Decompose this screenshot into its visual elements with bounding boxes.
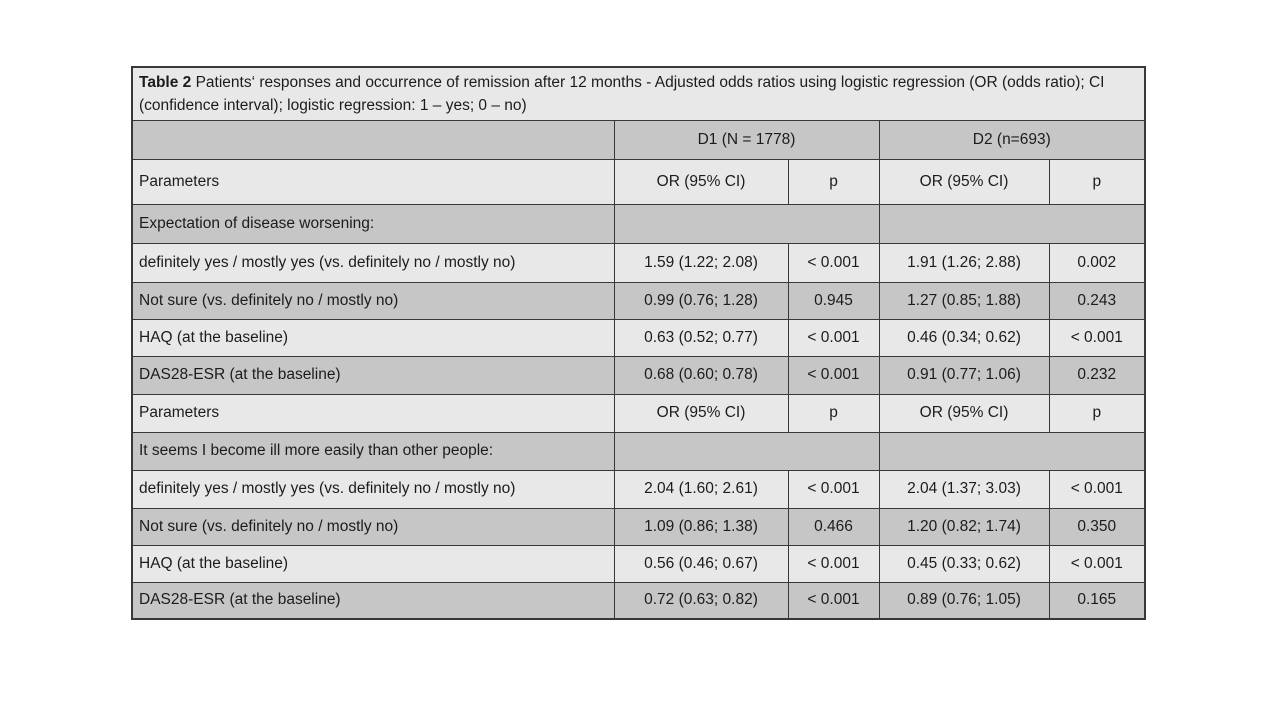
- d1-p-cell: < 0.001: [787, 242, 880, 283]
- row-label: DAS28-ESR (at the baseline): [131, 581, 615, 620]
- column-header-row-repeat: Parameters OR (95% CI) p OR (95% CI) p: [131, 393, 1146, 433]
- d1-p-cell: < 0.001: [787, 355, 880, 395]
- section-empty-d2: [878, 203, 1146, 244]
- d1-or-cell: 0.99 (0.76; 1.28): [613, 281, 789, 320]
- d1-p-cell: 0.466: [787, 507, 880, 546]
- d1-or-cell: 0.68 (0.60; 0.78): [613, 355, 789, 395]
- column-header-p-d1: p: [787, 393, 880, 433]
- column-header-or-d1: OR (95% CI): [613, 158, 789, 205]
- row-label: Not sure (vs. definitely no / mostly no): [131, 281, 615, 320]
- section-empty-d2: [878, 431, 1146, 471]
- row-label: HAQ (at the baseline): [131, 318, 615, 357]
- d2-or-cell: 1.20 (0.82; 1.74): [878, 507, 1050, 546]
- d2-or-cell: 2.04 (1.37; 3.03): [878, 469, 1050, 509]
- d2-or-cell: 1.27 (0.85; 1.88): [878, 281, 1050, 320]
- d2-or-cell: 0.45 (0.33; 0.62): [878, 544, 1050, 583]
- d1-or-cell: 1.59 (1.22; 2.08): [613, 242, 789, 283]
- d2-p-cell: 0.165: [1048, 581, 1146, 620]
- column-header-p-d2: p: [1048, 158, 1146, 205]
- section-header-expectation: Expectation of disease worsening:: [131, 203, 1146, 244]
- d2-p-cell: < 0.001: [1048, 544, 1146, 583]
- d1-or-cell: 0.72 (0.63; 0.82): [613, 581, 789, 620]
- table-row: Not sure (vs. definitely no / mostly no)…: [131, 281, 1146, 320]
- table-row: HAQ (at the baseline) 0.56 (0.46; 0.67) …: [131, 544, 1146, 583]
- group-header-empty-cell: [131, 119, 615, 160]
- table-title: Table 2 Patients‘ responses and occurren…: [131, 66, 1146, 121]
- row-label: Not sure (vs. definitely no / mostly no): [131, 507, 615, 546]
- column-header-row: Parameters OR (95% CI) p OR (95% CI) p: [131, 158, 1146, 205]
- column-header-or-d2: OR (95% CI): [878, 158, 1050, 205]
- d1-or-cell: 2.04 (1.60; 2.61): [613, 469, 789, 509]
- table-row: definitely yes / mostly yes (vs. definit…: [131, 242, 1146, 283]
- row-label: definitely yes / mostly yes (vs. definit…: [131, 469, 615, 509]
- d2-or-cell: 1.91 (1.26; 2.88): [878, 242, 1050, 283]
- table-row: HAQ (at the baseline) 0.63 (0.52; 0.77) …: [131, 318, 1146, 357]
- section-label: Expectation of disease worsening:: [131, 203, 615, 244]
- column-header-p-d2: p: [1048, 393, 1146, 433]
- section-empty-d1: [613, 431, 880, 471]
- column-header-parameters: Parameters: [131, 158, 615, 205]
- column-header-parameters: Parameters: [131, 393, 615, 433]
- d2-p-cell: < 0.001: [1048, 318, 1146, 357]
- row-label: HAQ (at the baseline): [131, 544, 615, 583]
- table-title-label: Table 2: [139, 73, 192, 91]
- d1-p-cell: 0.945: [787, 281, 880, 320]
- table-row: DAS28-ESR (at the baseline) 0.72 (0.63; …: [131, 581, 1146, 620]
- group-header-row: D1 (N = 1778) D2 (n=693): [131, 119, 1146, 160]
- odds-ratio-table: Table 2 Patients‘ responses and occurren…: [131, 66, 1147, 620]
- d2-p-cell: < 0.001: [1048, 469, 1146, 509]
- d2-p-cell: 0.002: [1048, 242, 1146, 283]
- d2-p-cell: 0.232: [1048, 355, 1146, 395]
- table-title-text: Patients‘ responses and occurrence of re…: [139, 73, 1105, 114]
- section-empty-d1: [613, 203, 880, 244]
- d1-or-cell: 0.63 (0.52; 0.77): [613, 318, 789, 357]
- d1-p-cell: < 0.001: [787, 318, 880, 357]
- section-header-ill-more-easily: It seems I become ill more easily than o…: [131, 431, 1146, 471]
- column-header-p-d1: p: [787, 158, 880, 205]
- d2-or-cell: 0.46 (0.34; 0.62): [878, 318, 1050, 357]
- table-row: Not sure (vs. definitely no / mostly no)…: [131, 507, 1146, 546]
- table-title-row: Table 2 Patients‘ responses and occurren…: [131, 66, 1146, 121]
- d1-p-cell: < 0.001: [787, 544, 880, 583]
- d1-or-cell: 1.09 (0.86; 1.38): [613, 507, 789, 546]
- d1-or-cell: 0.56 (0.46; 0.67): [613, 544, 789, 583]
- table-row: definitely yes / mostly yes (vs. definit…: [131, 469, 1146, 509]
- group-header-d1: D1 (N = 1778): [613, 119, 880, 160]
- row-label: DAS28-ESR (at the baseline): [131, 355, 615, 395]
- column-header-or-d2: OR (95% CI): [878, 393, 1050, 433]
- section-label: It seems I become ill more easily than o…: [131, 431, 615, 471]
- d2-or-cell: 0.89 (0.76; 1.05): [878, 581, 1050, 620]
- column-header-or-d1: OR (95% CI): [613, 393, 789, 433]
- d1-p-cell: < 0.001: [787, 469, 880, 509]
- d1-p-cell: < 0.001: [787, 581, 880, 620]
- d2-p-cell: 0.243: [1048, 281, 1146, 320]
- table-row: DAS28-ESR (at the baseline) 0.68 (0.60; …: [131, 355, 1146, 395]
- row-label: definitely yes / mostly yes (vs. definit…: [131, 242, 615, 283]
- d2-or-cell: 0.91 (0.77; 1.06): [878, 355, 1050, 395]
- d2-p-cell: 0.350: [1048, 507, 1146, 546]
- group-header-d2: D2 (n=693): [878, 119, 1146, 160]
